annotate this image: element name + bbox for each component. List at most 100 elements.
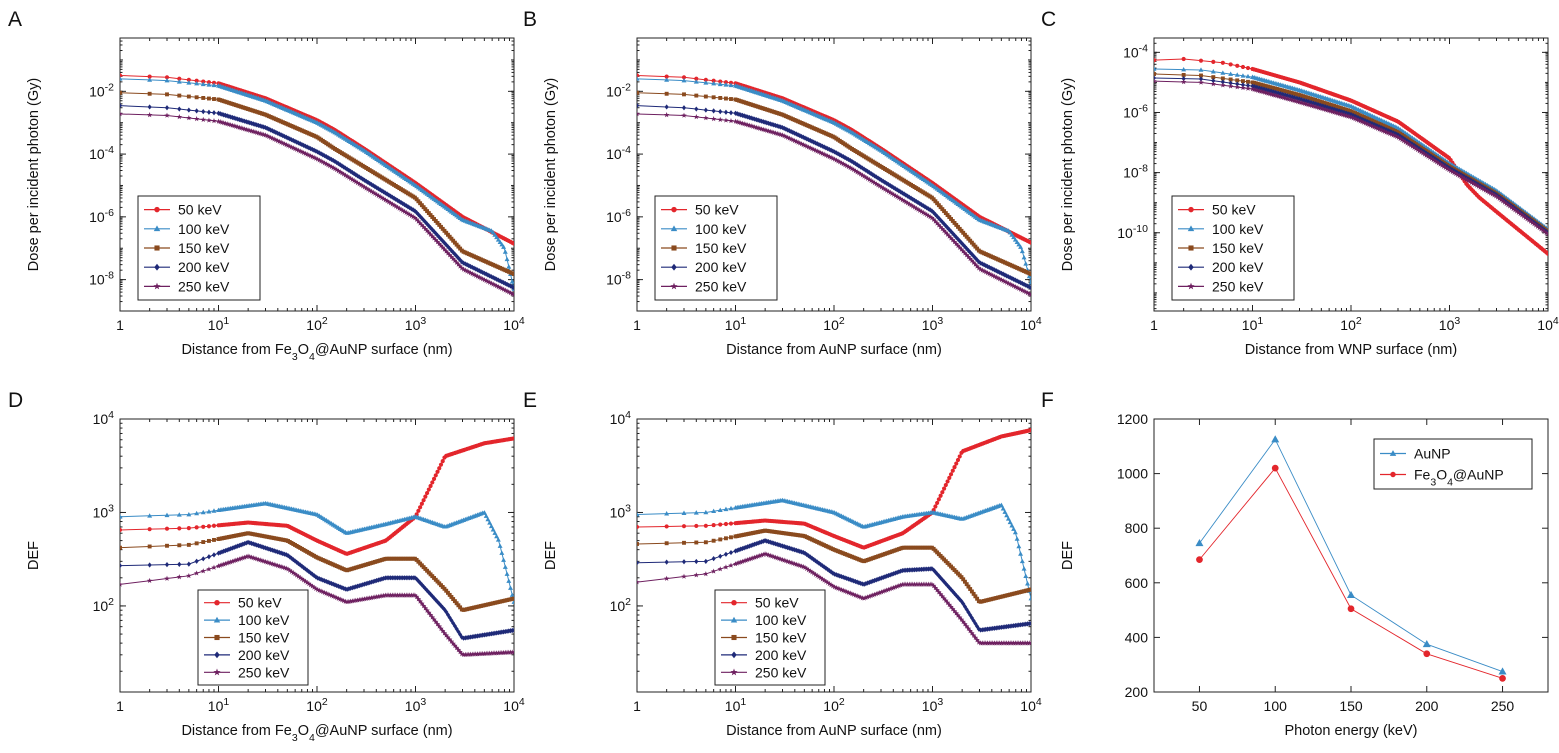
data-point <box>1541 228 1548 234</box>
data-point <box>884 180 889 187</box>
data-point <box>1392 133 1398 139</box>
data-point <box>438 242 444 249</box>
data-point <box>1003 279 1010 285</box>
x-tick-label: 104 <box>503 315 525 333</box>
legend-label: 150 keV <box>695 240 747 256</box>
data-point <box>1259 85 1264 92</box>
data-point <box>769 121 775 127</box>
data-point <box>194 558 199 564</box>
data-point <box>946 233 953 239</box>
data-point <box>736 111 742 117</box>
data-point <box>783 126 788 132</box>
series-100-kev <box>120 500 514 604</box>
data-point <box>930 216 937 222</box>
data-point <box>387 200 394 206</box>
data-point <box>955 242 961 249</box>
data-point <box>1480 186 1487 192</box>
data-point <box>1467 178 1473 184</box>
data-point <box>729 97 733 101</box>
data-point <box>922 210 928 217</box>
data-point <box>473 266 478 272</box>
data-point <box>1007 281 1013 287</box>
data-point <box>295 573 302 579</box>
data-point <box>1430 156 1436 163</box>
data-point <box>1390 132 1397 138</box>
y-tick-label: 10-6 <box>606 207 631 225</box>
data-point <box>882 186 888 192</box>
legend-marker <box>671 206 677 213</box>
data-point <box>398 206 404 212</box>
data-point <box>724 96 728 101</box>
legend-marker <box>154 206 160 213</box>
data-point <box>466 269 472 275</box>
data-point <box>441 246 448 252</box>
data-point <box>473 272 479 278</box>
data-point <box>325 162 331 168</box>
legend-item-200-kev: 200 keV <box>1178 259 1264 275</box>
data-point <box>508 283 513 289</box>
data-point <box>433 618 439 625</box>
data-point <box>1533 222 1539 228</box>
data-point <box>1545 251 1548 256</box>
data-point <box>864 175 871 181</box>
data-point <box>947 227 952 233</box>
data-point <box>147 562 152 568</box>
data-point <box>1374 125 1381 131</box>
data-point <box>414 576 419 582</box>
data-point <box>428 483 433 489</box>
data-point <box>194 80 200 86</box>
data-point <box>420 603 427 609</box>
data-point <box>1428 155 1435 162</box>
data-point <box>346 586 351 592</box>
data-point <box>370 189 376 195</box>
data-point <box>480 269 485 276</box>
data-point <box>1220 70 1226 75</box>
data-point <box>1524 216 1530 222</box>
data-point <box>870 178 876 185</box>
data-point <box>200 81 206 87</box>
panel-a: A 1 101 102 103 104 10-8 10-6 10-4 10-2 Distance f… <box>8 8 525 363</box>
data-point <box>899 197 906 203</box>
data-point <box>240 118 245 124</box>
data-point <box>969 257 975 264</box>
legend-label: 150 keV <box>1212 240 1264 256</box>
data-point <box>833 157 840 163</box>
data-point <box>358 596 364 602</box>
data-point <box>863 174 869 180</box>
data-point <box>1235 63 1240 68</box>
legend-item-200-kev: 200 keV <box>144 259 230 275</box>
data-point <box>1407 142 1414 148</box>
data-point <box>290 570 296 576</box>
data-point <box>912 197 917 203</box>
data-point <box>508 585 513 590</box>
data-point <box>913 205 919 211</box>
data-point <box>919 202 924 208</box>
y-tick-label: 103 <box>610 502 632 520</box>
data-point <box>412 592 418 598</box>
data-point <box>375 192 382 199</box>
data-point <box>963 252 970 258</box>
x-tick-label: 1 <box>116 317 124 333</box>
data-point <box>186 572 192 579</box>
data-point <box>186 542 191 547</box>
data-point <box>894 193 900 200</box>
data-point <box>890 191 897 197</box>
y-tick-label: 10-8 <box>89 270 114 288</box>
data-point <box>463 261 468 267</box>
series-150-kev <box>120 90 514 277</box>
data-point <box>506 289 512 295</box>
panel-label: B <box>523 8 537 31</box>
data-point <box>1198 67 1204 72</box>
data-point <box>194 95 199 100</box>
y-tick-label: 10-6 <box>1123 102 1148 120</box>
data-point <box>334 582 339 589</box>
data-point <box>1378 127 1384 133</box>
series-line <box>120 555 514 656</box>
data-point <box>1498 197 1504 203</box>
data-point <box>322 578 327 584</box>
data-point <box>802 135 808 141</box>
data-point <box>438 625 444 631</box>
data-point <box>848 157 853 164</box>
data-point <box>262 132 269 138</box>
data-point <box>1181 76 1186 82</box>
